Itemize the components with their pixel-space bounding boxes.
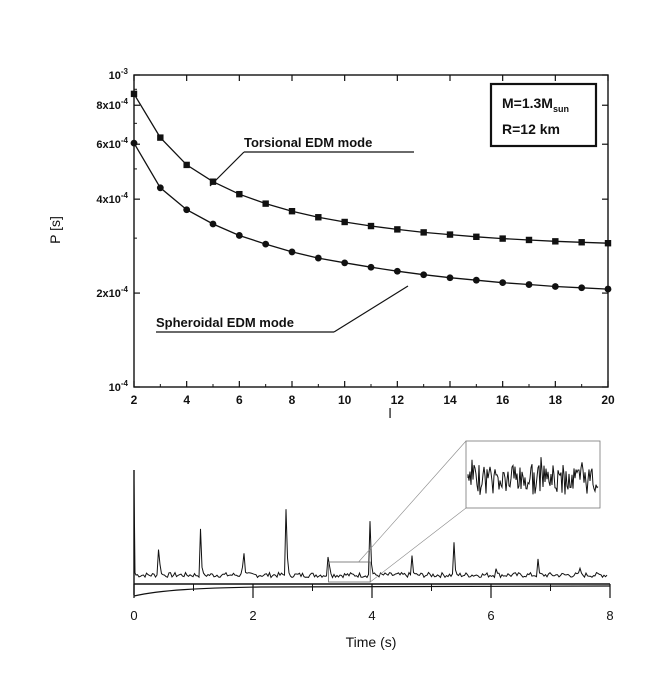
- spheroidal-point: [235, 232, 243, 239]
- spheroidal-point: [314, 254, 322, 262]
- torsional-point: [157, 134, 164, 141]
- spheroidal-point: [209, 220, 217, 228]
- x-tick-label: 18: [549, 393, 563, 407]
- y-tick-label: 6x10-4: [96, 136, 128, 151]
- annotation-spheroidal-leader: [333, 285, 409, 333]
- inset-panel: [465, 440, 601, 509]
- y-tick-label: 10-4: [109, 379, 129, 394]
- spheroidal-point: [578, 284, 586, 292]
- torsional-point: [552, 238, 559, 245]
- torsional-point: [578, 239, 585, 246]
- x-axis: 2 4 6 8 10 12 14 16 18 20: [131, 75, 615, 407]
- spheroidal-point: [446, 274, 454, 282]
- zoom-region-box: [328, 561, 371, 583]
- inset-noise-trace: [467, 457, 599, 495]
- period-chart: 2 4 6 8 10 12 14 16 18 20 10-38x10-46x10-44x10-42…: [47, 67, 615, 421]
- annotation-torsional: Torsional EDM mode: [209, 135, 414, 187]
- annotation-torsional-text: Torsional EDM mode: [244, 135, 372, 150]
- x-tick-label: 8: [289, 393, 296, 407]
- x-tick-label: 10: [338, 393, 352, 407]
- spheroidal-point: [156, 184, 164, 192]
- spheroidal-point: [551, 283, 559, 290]
- x-tick-label: 2: [131, 393, 138, 407]
- torsional-point: [183, 161, 190, 169]
- y-axis-title: P [s]: [47, 216, 63, 244]
- y-tick-label: 8x10-4: [96, 97, 128, 112]
- spheroidal-point: [262, 240, 270, 248]
- box-radius-text: R=12 km: [502, 121, 560, 137]
- spheroidal-point: [499, 279, 507, 287]
- annotation-torsional-leader: [209, 151, 245, 187]
- spheroidal-point: [341, 259, 349, 267]
- x-tick-label: 20: [601, 393, 615, 407]
- torsional-point: [420, 229, 427, 236]
- spheroidal-point: [604, 285, 612, 293]
- spheroidal-point: [288, 248, 296, 256]
- x-tick-label: 16: [496, 393, 510, 407]
- torsional-point: [367, 222, 375, 230]
- series-group: [130, 90, 612, 293]
- time-tick-label: 6: [487, 608, 494, 623]
- time-axis-title: Time (s): [346, 634, 397, 650]
- torsional-point: [236, 190, 243, 198]
- x-tick-label: 4: [183, 393, 190, 407]
- torsional-point: [315, 214, 322, 221]
- time-tick-label: 8: [606, 608, 613, 623]
- torsional-point: [341, 218, 348, 226]
- y-tick-label: 10-3: [109, 67, 129, 82]
- x-tick-label: 14: [443, 393, 457, 407]
- x-tick-label: 6: [236, 393, 243, 407]
- pulse-timeseries-chart: 0 2 4 6 8 Time (s): [130, 440, 614, 650]
- torsional-point: [262, 200, 269, 207]
- y-axis: 10-3 8x10-4 6x10-4 4x10-4 2x10-4 10-4: [96, 67, 608, 394]
- pulse-trace: [133, 479, 608, 579]
- time-tick-label: 2: [249, 608, 256, 623]
- torsional-point: [499, 235, 506, 242]
- spheroidal-point: [130, 139, 138, 147]
- spheroidal-point: [420, 271, 428, 279]
- spheroidal-point: [367, 263, 375, 271]
- annotation-spheroidal: Spheroidal EDM mode: [156, 285, 409, 333]
- spheroidal-point: [393, 267, 401, 275]
- y-tick-label: 4x10-4: [96, 191, 128, 206]
- torsional-point: [446, 231, 454, 238]
- spheroidal-point: [525, 281, 533, 288]
- y-tick-label: 2x10-4: [96, 285, 128, 300]
- torsional-point: [130, 90, 138, 98]
- zoom-connector-right: [370, 507, 467, 583]
- zoom-connector-left: [358, 440, 467, 563]
- torsional-point: [394, 226, 401, 233]
- annotation-spheroidal-text: Spheroidal EDM mode: [156, 315, 294, 330]
- torsional-point: [288, 207, 296, 215]
- torsional-point: [604, 239, 612, 247]
- time-tick-label: 4: [368, 608, 375, 623]
- x-axis-title: l: [388, 405, 391, 421]
- torsional-point: [473, 233, 480, 240]
- x-tick-label: 12: [391, 393, 405, 407]
- box-mass-text: M=1.3Msun: [502, 95, 569, 114]
- parameter-box: M=1.3Msun R=12 km: [489, 82, 598, 148]
- torsional-point: [209, 178, 217, 185]
- spheroidal-point: [183, 206, 191, 214]
- torsional-point: [525, 236, 533, 244]
- time-axis: 0 2 4 6 8: [130, 584, 614, 623]
- time-tick-label: 0: [130, 608, 137, 623]
- spheroidal-point: [472, 276, 480, 284]
